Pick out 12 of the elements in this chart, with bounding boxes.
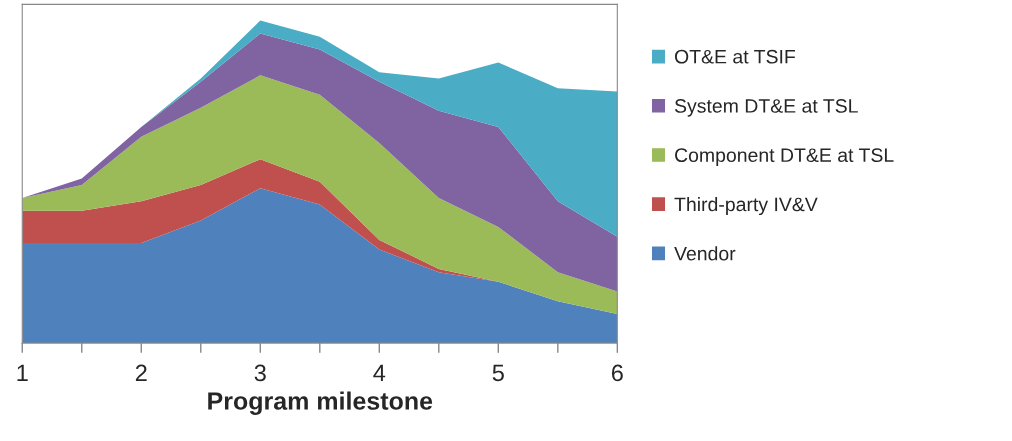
legend-label: Third-party IV&V [674,196,818,216]
legend-label: System DT&E at TSL [674,99,858,117]
x-tick-label: 1 [17,364,28,382]
legend-label: Vendor [674,246,736,261]
x-tick-label: 4 [373,364,386,382]
x-tick-label: 2 [135,364,147,382]
x-tick-label: 6 [611,364,623,382]
x-tick-label: 3 [254,364,266,382]
x-tick-label: 5 [492,364,504,382]
x-axis-title: Program milestone [208,391,433,415]
legend-label: Component DT&E at TSL [675,148,894,166]
legend-label: OT&E at TSIF [674,49,796,64]
